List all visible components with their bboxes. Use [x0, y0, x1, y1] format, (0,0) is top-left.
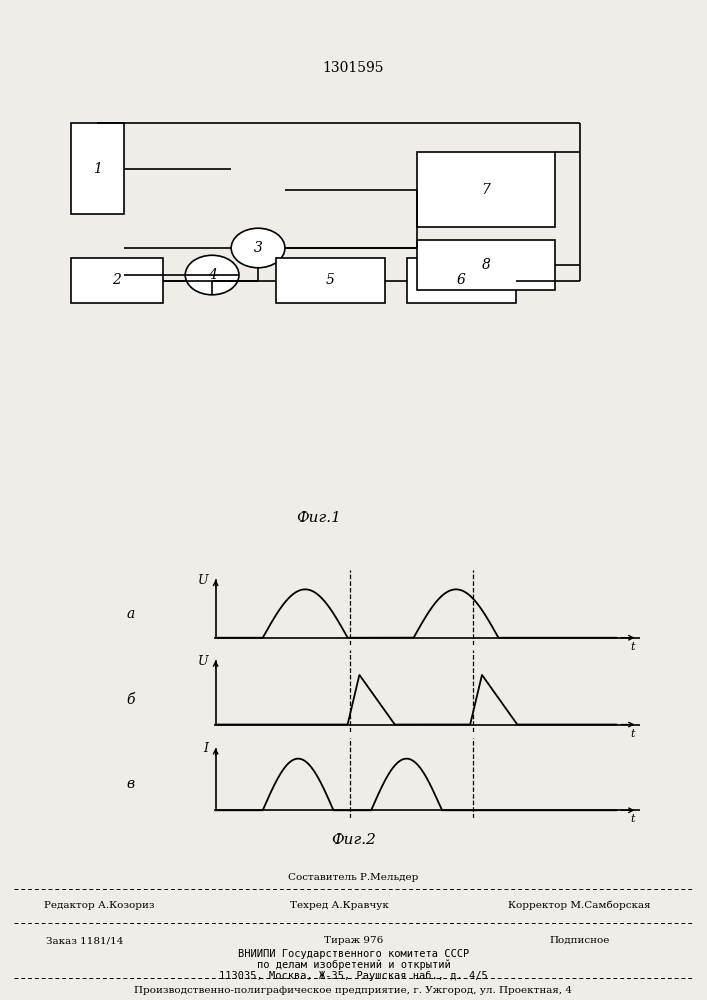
Bar [417, 152, 555, 227]
Text: 8: 8 [481, 258, 491, 272]
Text: t: t [631, 642, 635, 652]
Text: Заказ 1181/14: Заказ 1181/14 [46, 936, 124, 945]
Bar [407, 258, 516, 303]
Text: I: I [204, 742, 209, 755]
Text: 5: 5 [326, 273, 335, 288]
Text: Составитель Р.Мельдер: Составитель Р.Мельдер [288, 873, 419, 882]
Text: t: t [631, 729, 635, 739]
Text: в: в [127, 777, 135, 791]
Text: U: U [198, 574, 209, 587]
Circle shape [231, 228, 285, 268]
Text: t: t [631, 814, 635, 824]
Text: Техред А.Кравчук: Техред А.Кравчук [290, 901, 389, 910]
Text: U: U [198, 655, 209, 668]
Bar [276, 258, 385, 303]
Text: а: а [127, 607, 135, 621]
Bar [71, 123, 124, 214]
Text: Подписное: Подписное [549, 936, 610, 945]
Text: Производственно-полиграфическое предприятие, г. Ужгород, ул. Проектная, 4: Производственно-полиграфическое предприя… [134, 986, 573, 995]
Text: 2: 2 [112, 273, 121, 288]
Text: 4: 4 [208, 268, 216, 282]
Text: 3: 3 [254, 241, 262, 255]
Text: по делам изобретений и открытий: по делам изобретений и открытий [257, 960, 450, 970]
Text: б: б [127, 693, 135, 707]
Text: Корректор М.Самборская: Корректор М.Самборская [508, 901, 651, 910]
Text: 7: 7 [481, 182, 491, 196]
Circle shape [185, 255, 239, 295]
Text: 1: 1 [93, 162, 102, 176]
Text: Тираж 976: Тираж 976 [324, 936, 383, 945]
Bar [71, 258, 163, 303]
Bar [417, 240, 555, 290]
Text: Фиг.1: Фиг.1 [296, 511, 341, 525]
Text: 6: 6 [457, 273, 466, 288]
Text: Фиг.2: Фиг.2 [331, 833, 376, 847]
Text: 1301595: 1301595 [323, 61, 384, 75]
Text: ВНИИПИ Государственного комитета СССР: ВНИИПИ Государственного комитета СССР [238, 949, 469, 959]
Text: Редактор А.Козориз: Редактор А.Козориз [44, 901, 154, 910]
Text: 113035, Москва, Ж-35, Раушская наб., д. 4/5: 113035, Москва, Ж-35, Раушская наб., д. … [219, 971, 488, 981]
